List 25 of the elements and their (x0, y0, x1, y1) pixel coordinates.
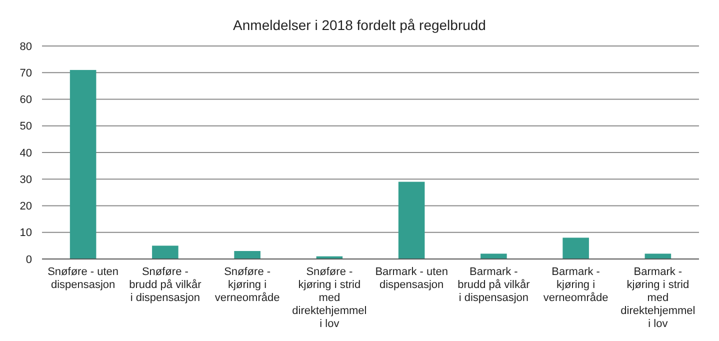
y-tick-label: 60 (20, 94, 32, 106)
y-tick-label: 70 (20, 67, 32, 80)
x-tick-label: Snøføre - kjøring i verneområde (214, 266, 280, 304)
bar (562, 238, 589, 259)
chart-title: Anmeldelser i 2018 fordelt på regelbrudd (233, 17, 486, 33)
y-tick-label: 40 (20, 147, 32, 160)
bar (70, 70, 96, 259)
bar (644, 254, 672, 259)
y-tick-label: 10 (20, 227, 32, 240)
bar (234, 251, 260, 259)
y-tick-label: 80 (20, 40, 32, 53)
y-tick-label: 0 (26, 254, 32, 266)
x-tick-label: Barmark - brudd på vilkår i dispensasjon (458, 266, 530, 304)
x-tick-label: Barmark - kjøring i verneområde (543, 266, 608, 304)
bar (152, 246, 178, 259)
y-tick-label: 50 (20, 120, 32, 133)
x-tick-label: Snøføre - kjøring i strid med direktehjemmel i lov (292, 266, 367, 330)
x-tick-label: Snøføre - uten dispensasjon (48, 266, 119, 291)
y-tick-label: 30 (20, 174, 32, 186)
x-tick-label: Barmark - uten dispensasjon (375, 266, 448, 291)
x-tick-label: Snøføre - brudd på vilkår i dispensasjon (129, 266, 202, 304)
bar (480, 254, 507, 259)
y-tick-label: 20 (20, 200, 32, 213)
x-tick-label: Barmark - kjøring i strid med direktehjemmel i lov (620, 266, 696, 330)
bar (398, 182, 425, 259)
